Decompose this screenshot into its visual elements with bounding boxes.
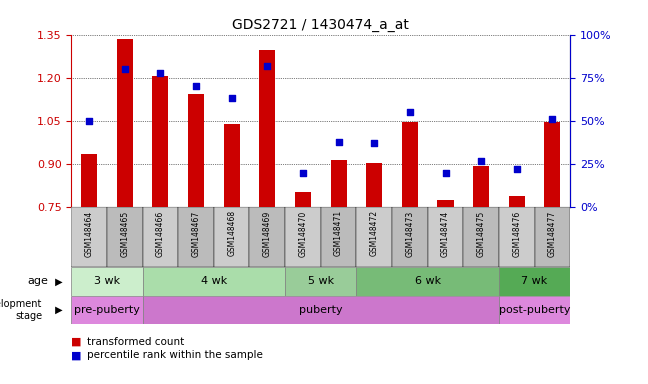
Bar (509, 196, 525, 207)
Text: GSM148476: GSM148476 (513, 210, 521, 257)
Point (119, 66, 130, 72)
Point (191, 83, 201, 89)
Bar (499, 207, 535, 267)
Bar (544, 122, 561, 207)
Bar (366, 163, 382, 207)
Point (155, 70, 165, 76)
Text: ▶: ▶ (52, 305, 62, 315)
Text: GSM148472: GSM148472 (370, 210, 378, 257)
Text: GSM148469: GSM148469 (263, 210, 272, 257)
Text: GSM148471: GSM148471 (334, 210, 343, 257)
Text: GSM148470: GSM148470 (299, 210, 307, 257)
Text: 4 wk: 4 wk (201, 276, 227, 286)
Text: pre-puberty: pre-puberty (74, 305, 140, 315)
Text: GSM148468: GSM148468 (227, 210, 236, 257)
Text: GSM148464: GSM148464 (85, 210, 93, 257)
Point (369, 141, 380, 147)
Bar (249, 207, 285, 267)
Bar (499, 296, 570, 324)
Bar (107, 207, 143, 267)
Bar (499, 267, 570, 296)
Bar (437, 200, 454, 207)
Point (404, 109, 415, 116)
Bar (188, 94, 204, 207)
Point (547, 116, 557, 122)
Text: post-puberty: post-puberty (499, 305, 570, 315)
Bar (214, 207, 249, 267)
Point (511, 166, 522, 172)
Bar (71, 296, 143, 324)
Text: age: age (28, 276, 49, 286)
Bar (71, 207, 107, 267)
Text: GSM148473: GSM148473 (406, 210, 414, 257)
Point (476, 158, 486, 164)
Text: GSM148477: GSM148477 (548, 210, 557, 257)
Point (334, 139, 344, 145)
Text: GSM148474: GSM148474 (441, 210, 450, 257)
Point (84, 118, 95, 124)
Bar (356, 207, 392, 267)
Bar (463, 207, 499, 267)
Text: 7 wk: 7 wk (522, 276, 548, 286)
Point (441, 170, 451, 176)
Text: GSM148475: GSM148475 (477, 210, 485, 257)
Bar (321, 207, 356, 267)
Bar (356, 267, 499, 296)
Point (227, 96, 237, 102)
Point (297, 170, 308, 176)
Text: ■: ■ (71, 337, 86, 347)
Text: development
stage: development stage (0, 299, 42, 321)
Bar (71, 267, 143, 296)
Text: 6 wk: 6 wk (415, 276, 441, 286)
Bar (402, 122, 418, 207)
Text: GSM148467: GSM148467 (192, 210, 200, 257)
Bar (285, 267, 356, 296)
Bar (143, 296, 499, 324)
Bar (295, 192, 311, 207)
Bar (178, 207, 214, 267)
Bar (117, 39, 133, 207)
Bar (81, 154, 97, 207)
Text: GSM148466: GSM148466 (156, 210, 165, 257)
Bar (428, 207, 463, 267)
Text: transformed count: transformed count (87, 337, 185, 347)
Bar (224, 124, 240, 207)
Bar (392, 207, 428, 267)
Bar (285, 207, 321, 267)
Bar (473, 166, 489, 207)
Text: ■: ■ (71, 350, 86, 360)
Bar (535, 207, 570, 267)
Bar (330, 160, 347, 207)
Text: 5 wk: 5 wk (308, 276, 334, 286)
Title: GDS2721 / 1430474_a_at: GDS2721 / 1430474_a_at (233, 18, 409, 32)
Bar (152, 76, 168, 207)
Text: GSM148465: GSM148465 (121, 210, 129, 257)
Bar (143, 207, 178, 267)
Text: ▶: ▶ (52, 276, 62, 286)
Bar (143, 267, 285, 296)
Text: puberty: puberty (299, 305, 343, 315)
Point (262, 63, 272, 69)
Text: 3 wk: 3 wk (94, 276, 120, 286)
Bar (259, 50, 275, 207)
Text: percentile rank within the sample: percentile rank within the sample (87, 350, 263, 360)
